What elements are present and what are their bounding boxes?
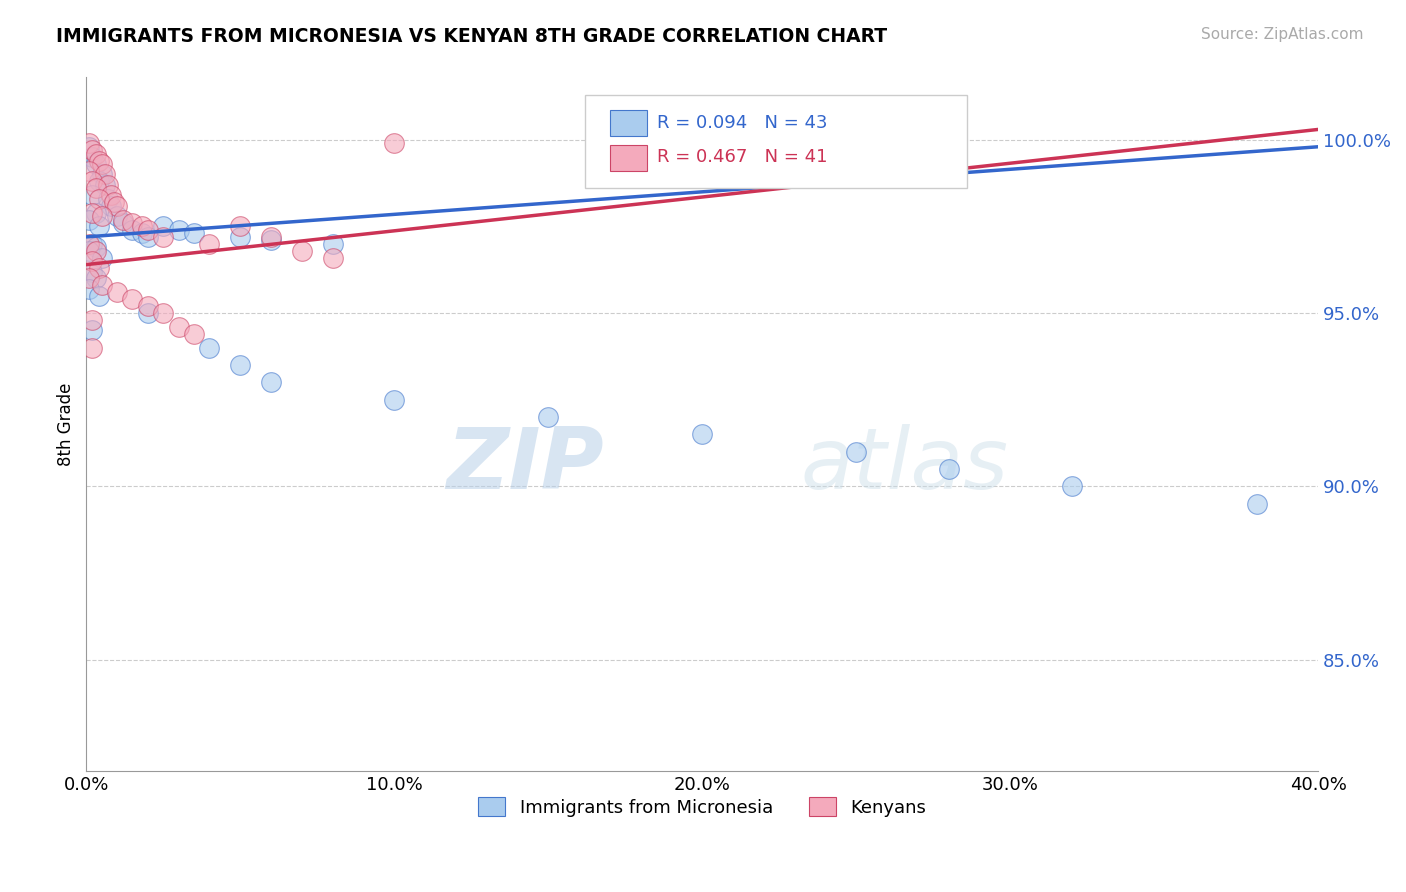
Point (84, 205, 107, 219)
Point (82, 236, 104, 251)
Point (82, 150, 104, 164)
Point (82, 254, 104, 268)
Text: atlas: atlas (801, 425, 1008, 508)
Point (90, 251, 112, 265)
Point (105, 285, 128, 300)
Point (90, 168, 112, 182)
Point (84, 181, 107, 195)
Point (103, 195, 125, 210)
Point (260, 233, 283, 247)
Point (198, 236, 221, 251)
Point (152, 306, 174, 320)
Point (382, 392, 405, 407)
Y-axis label: 8th Grade: 8th Grade (58, 383, 75, 466)
Point (112, 216, 135, 230)
Point (322, 236, 344, 251)
Point (79, 271, 101, 285)
Legend: Immigrants from Micronesia, Kenyans: Immigrants from Micronesia, Kenyans (471, 790, 934, 824)
Point (152, 219, 174, 234)
Point (82, 264, 104, 278)
Point (87, 153, 110, 168)
Point (87, 174, 110, 188)
Point (183, 227, 205, 241)
Point (100, 199, 122, 213)
Point (112, 212, 135, 227)
Point (291, 244, 314, 258)
Point (82, 174, 104, 188)
Bar (610, 110, 647, 136)
Point (87, 261, 110, 276)
Point (121, 293, 143, 307)
Point (1246, 497, 1268, 511)
Point (938, 462, 960, 476)
Point (94, 168, 117, 182)
Point (121, 223, 143, 237)
Point (260, 376, 283, 390)
Point (152, 230, 174, 244)
Point (131, 219, 153, 234)
Point (382, 136, 405, 151)
Point (100, 188, 122, 202)
Point (198, 341, 221, 355)
Point (82, 341, 104, 355)
Point (94, 178, 117, 192)
Text: IMMIGRANTS FROM MICRONESIA VS KENYAN 8TH GRADE CORRELATION CHART: IMMIGRANTS FROM MICRONESIA VS KENYAN 8TH… (56, 27, 887, 45)
Point (136, 299, 159, 313)
Point (260, 230, 283, 244)
Point (537, 410, 560, 425)
Point (87, 219, 110, 234)
FancyBboxPatch shape (585, 95, 967, 188)
Bar (610, 145, 647, 171)
Point (105, 199, 128, 213)
Point (79, 236, 101, 251)
Point (84, 244, 107, 258)
Point (79, 136, 101, 151)
Point (87, 192, 110, 206)
Point (82, 188, 104, 202)
Point (84, 240, 107, 254)
Point (84, 146, 107, 161)
Point (167, 320, 190, 334)
Point (90, 157, 112, 171)
Point (690, 427, 713, 442)
Point (82, 313, 104, 327)
Point (79, 164, 101, 178)
Point (82, 205, 104, 219)
Point (229, 219, 252, 234)
Point (79, 282, 101, 296)
Point (90, 209, 112, 223)
Point (167, 223, 190, 237)
Point (84, 271, 107, 285)
Point (121, 216, 143, 230)
Point (79, 244, 101, 258)
Point (87, 289, 110, 303)
Point (84, 157, 107, 171)
Point (97, 192, 120, 206)
Point (136, 306, 159, 320)
Point (845, 444, 868, 458)
Point (229, 230, 252, 244)
Text: R = 0.094   N = 43: R = 0.094 N = 43 (657, 113, 827, 131)
Point (79, 140, 101, 154)
Text: Source: ZipAtlas.com: Source: ZipAtlas.com (1201, 27, 1364, 42)
Point (1060, 479, 1083, 493)
Point (131, 227, 153, 241)
Point (229, 358, 252, 372)
Point (183, 326, 205, 341)
Point (90, 278, 112, 293)
Point (136, 223, 159, 237)
Point (105, 209, 128, 223)
Point (79, 212, 101, 227)
Text: R = 0.467   N = 41: R = 0.467 N = 41 (657, 148, 827, 166)
Point (82, 143, 104, 157)
Point (322, 251, 344, 265)
Text: ZIP: ZIP (446, 425, 603, 508)
Point (136, 230, 159, 244)
Point (97, 178, 120, 192)
Point (82, 323, 104, 337)
